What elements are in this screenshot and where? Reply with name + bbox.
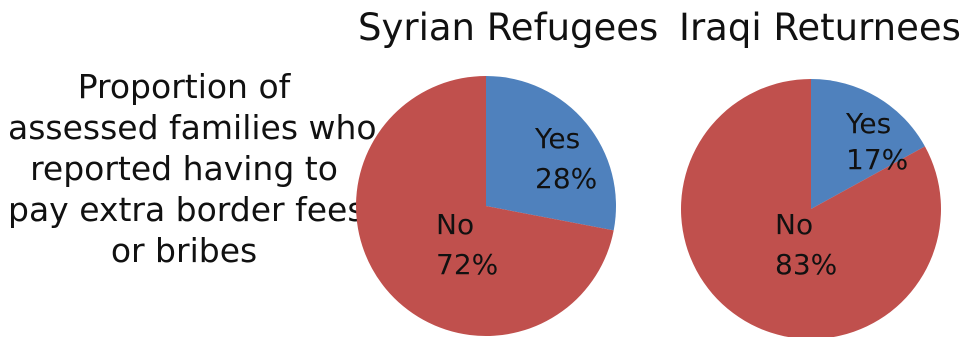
description-line: Proportion of bbox=[77, 67, 291, 106]
pie0-slice-no bbox=[356, 76, 614, 337]
pie1-slice-no bbox=[681, 79, 941, 337]
pie1-slice-label-yes: Yes bbox=[845, 107, 891, 140]
pie0-slice-yes bbox=[486, 76, 616, 231]
pie1-slice-value-no: 83% bbox=[775, 248, 837, 281]
description-line: or bribes bbox=[110, 231, 258, 270]
description-line: assessed families who bbox=[8, 108, 377, 147]
chart-description: Proportion of assessed families who repo… bbox=[8, 66, 377, 271]
pie0-slice-label-yes: Yes bbox=[534, 122, 580, 155]
pie1-slice-yes bbox=[811, 79, 925, 209]
description-line: pay extra border fees bbox=[8, 190, 365, 229]
description-line: reported having to bbox=[30, 149, 338, 188]
pie0-slice-value-no: 72% bbox=[436, 248, 498, 281]
pie0-slice-value-yes: 28% bbox=[535, 162, 597, 195]
pie0-slice-label-no: No bbox=[436, 208, 474, 241]
syrian-refugees-title: Syrian Refugees bbox=[358, 6, 659, 49]
iraqi-returnees-title: Iraqi Returnees bbox=[679, 6, 961, 49]
pie1-slice-value-yes: 17% bbox=[846, 143, 908, 176]
pie1-slice-label-no: No bbox=[775, 208, 813, 241]
